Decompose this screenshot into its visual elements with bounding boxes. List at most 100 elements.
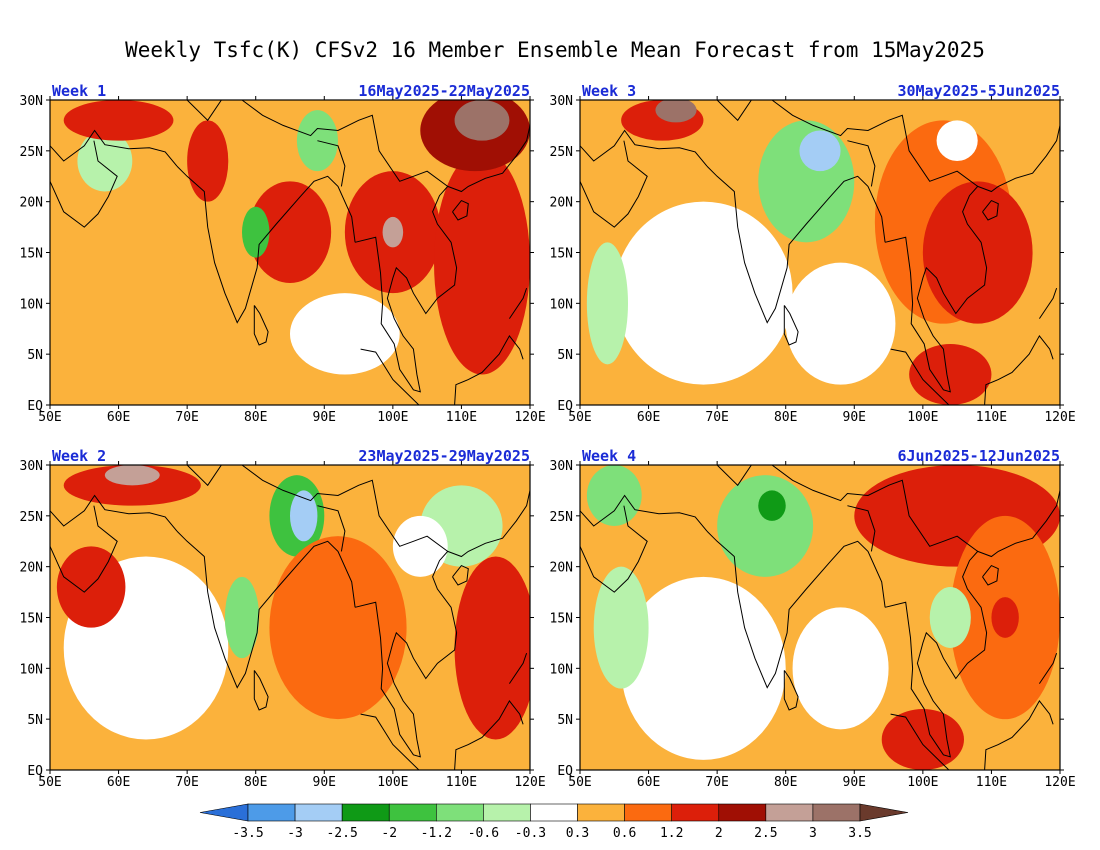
lon-tick-label: 90E (313, 410, 336, 425)
colorbar-label: -3 (287, 826, 303, 841)
lon-tick-label: 100E (907, 775, 938, 790)
week-label: Week 4 (582, 447, 636, 465)
colorbar-swatch (483, 803, 531, 822)
coastline (317, 140, 346, 187)
anomaly-region (454, 556, 530, 740)
date-range-label: 16May2025-22May2025 (358, 82, 530, 100)
colorbar-label: 3 (809, 826, 817, 841)
lon-tick-label: 90E (313, 775, 336, 790)
anomaly-region (392, 515, 448, 577)
colorbar-label: -2 (381, 826, 397, 841)
lon-tick-label: 70E (705, 410, 728, 425)
coastline (580, 505, 648, 593)
coastline (847, 140, 876, 187)
lat-tick-label: 20N (550, 561, 573, 576)
coastline (360, 348, 420, 405)
coastline (253, 305, 269, 346)
colorbar-swatch (530, 803, 578, 822)
coastline (241, 465, 448, 552)
colorbar-swatch (718, 803, 767, 822)
date-range-label: 23May2025-29May2025 (358, 447, 530, 465)
anomaly-region (77, 130, 133, 192)
lat-tick-label: 15N (20, 612, 43, 627)
colorbar-swatch (294, 803, 343, 822)
colorbar-label: -0.3 (515, 826, 546, 841)
lat-tick-label: 20N (20, 196, 43, 211)
colorbar-swatch (624, 803, 672, 822)
lat-tick-label: 5N (27, 348, 43, 363)
lon-tick-label: 90E (843, 410, 866, 425)
coastline (771, 100, 978, 187)
anomaly-field (50, 465, 530, 770)
colorbar-label: 1.2 (660, 826, 683, 841)
lat-tick-label: EQ (27, 399, 43, 414)
anomaly-region (248, 181, 332, 283)
lat-tick-label: 10N (550, 662, 573, 677)
coastline (771, 465, 978, 552)
anomaly-region (586, 465, 642, 526)
anomaly-region (929, 587, 971, 648)
lat-tick-label: 5N (27, 713, 43, 728)
anomaly-region (717, 475, 814, 577)
lon-tick-label: 50E (38, 775, 61, 790)
colorbar: -3.5 -3 -2.5 -2 -1.2 -0.6 -0.3 0.3 0.6 1.2 2 2.5 3 3.… (199, 803, 909, 841)
anomaly-field (580, 465, 1060, 770)
coastline (354, 490, 530, 758)
colorbar-arrow-high (859, 803, 909, 822)
anomaly-field (580, 100, 1060, 405)
lon-tick-label: 80E (774, 410, 797, 425)
coastline (176, 530, 356, 689)
coastline (706, 165, 886, 324)
coastline (982, 564, 999, 586)
coastline (50, 129, 178, 167)
colorbar-swatch (247, 803, 296, 822)
date-range-label: 30May2025-5Jun2025 (897, 82, 1060, 100)
anomaly-region (104, 465, 160, 486)
coastline (241, 100, 448, 187)
main-title: Weekly Tsfc(K) CFSv2 16 Member Ensemble … (125, 38, 985, 62)
coastline (452, 564, 469, 586)
lat-tick-label: 25N (20, 510, 43, 525)
lat-tick-label: 25N (550, 145, 573, 160)
colorbar-label: -2.5 (326, 826, 357, 841)
lat-tick-label: 15N (20, 247, 43, 262)
week-label: Week 3 (582, 82, 636, 100)
lat-tick-label: 10N (20, 662, 43, 677)
coastline (186, 100, 222, 122)
anomaly-region (434, 150, 530, 375)
coastline (176, 165, 356, 324)
coastline (354, 125, 530, 393)
anomaly-region (792, 607, 889, 730)
coastline (50, 140, 118, 228)
lon-tick-label: 110E (446, 410, 477, 425)
coastline (783, 305, 799, 346)
map-panel-week3: 50E 60E 70E 80E 90E 100E 110E 120E EQ 5N 10N 15N 20N… (550, 82, 1076, 425)
coastline (706, 530, 886, 689)
lat-tick-label: 10N (550, 297, 573, 312)
anomaly-region (655, 100, 697, 123)
lon-tick-label: 70E (175, 775, 198, 790)
colorbar-label: 3.5 (848, 826, 871, 841)
anomaly-region (290, 490, 318, 542)
coastline (982, 199, 999, 221)
lat-tick-label: 30N (550, 94, 573, 109)
colorbar-swatch (436, 803, 484, 822)
coastline (580, 129, 708, 167)
coastline (1038, 652, 1058, 684)
lon-tick-label: 110E (976, 410, 1007, 425)
lon-tick-label: 110E (976, 775, 1007, 790)
map-panel-week1: 50E 60E 70E 80E 90E 100E 110E 120E EQ 5N 10N 15N 20N… (20, 82, 546, 425)
colorbar-swatch (577, 803, 625, 822)
lat-tick-label: 5N (557, 348, 573, 363)
lat-tick-label: EQ (557, 764, 573, 779)
anomaly-region (785, 262, 896, 385)
lat-tick-label: 10N (20, 297, 43, 312)
coastline (884, 490, 1060, 758)
coastline (454, 335, 524, 405)
anomaly-region (881, 709, 964, 770)
lat-tick-label: 30N (550, 459, 573, 474)
anomaly-region (799, 130, 841, 172)
lat-tick-label: 30N (20, 94, 43, 109)
lon-tick-label: 60E (107, 775, 130, 790)
